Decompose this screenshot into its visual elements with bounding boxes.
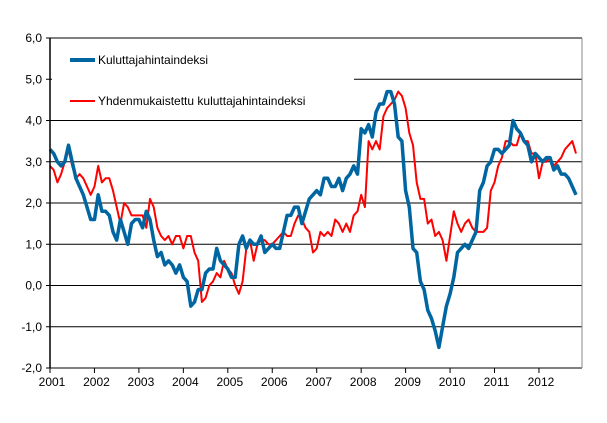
x-tick-label: 2006 bbox=[261, 375, 288, 389]
x-tick-label: 2008 bbox=[350, 375, 377, 389]
x-tick-label: 2004 bbox=[172, 375, 199, 389]
legend: Kuluttajahintaindeksi Yhdenmukaistettu k… bbox=[52, 42, 354, 114]
y-tick-label: -2,0 bbox=[21, 361, 42, 375]
gridlines bbox=[50, 37, 582, 369]
y-axis: -2,0 -1,0 0,0 1,0 2,0 3,0 4,0 5,0 6,0 bbox=[21, 31, 50, 375]
x-tick-label: 2002 bbox=[83, 375, 110, 389]
y-tick-label: 3,0 bbox=[25, 155, 42, 169]
x-tick-label: 2011 bbox=[484, 375, 510, 389]
x-tick-label: 2005 bbox=[216, 375, 243, 389]
series-line-hicp bbox=[49, 90, 577, 303]
x-axis: 2001 2002 2003 2004 2005 2006 2007 2008 2009 2010… bbox=[39, 368, 555, 389]
y-tick-label: 6,0 bbox=[25, 31, 42, 45]
y-tick-label: 1,0 bbox=[25, 237, 42, 251]
legend-label-hicp: Yhdenmukaistettu kuluttajahintaindeksi bbox=[98, 94, 305, 108]
x-tick-label: 2003 bbox=[128, 375, 155, 389]
series-line-cpi bbox=[48, 89, 578, 350]
y-tick-label: 2,0 bbox=[25, 196, 42, 210]
x-tick-label: 2001 bbox=[39, 375, 66, 389]
y-tick-label: -1,0 bbox=[21, 320, 42, 334]
x-tick-label: 2012 bbox=[528, 375, 555, 389]
series-lines bbox=[48, 89, 578, 350]
legend-label-cpi: Kuluttajahintaindeksi bbox=[98, 53, 208, 67]
y-tick-label: 4,0 bbox=[25, 114, 42, 128]
y-tick-label: 5,0 bbox=[25, 72, 42, 86]
x-tick-label: 2010 bbox=[439, 375, 466, 389]
legend-background bbox=[52, 42, 354, 114]
y-tick-label: 0,0 bbox=[25, 279, 42, 293]
x-tick-label: 2009 bbox=[394, 375, 421, 389]
x-tick-label: 2007 bbox=[305, 375, 332, 389]
